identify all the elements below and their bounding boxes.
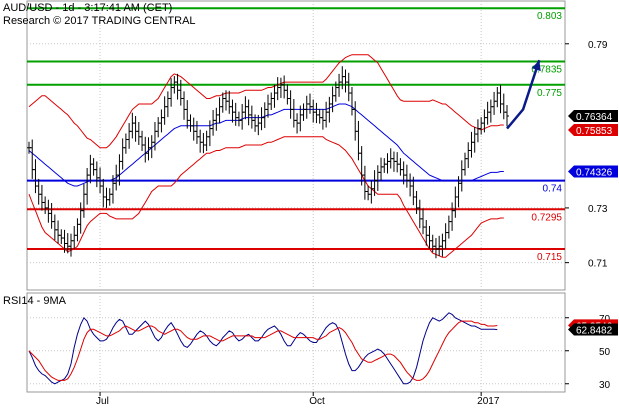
key-level-label: 0.775 <box>537 88 562 99</box>
rsi-tick-label: 50 <box>599 347 611 358</box>
main-panel-frame <box>26 0 566 291</box>
rsi-title: RSI14 - 9MA <box>3 295 66 307</box>
date-axis: Jul Oct 2017 <box>96 392 500 407</box>
main-price-candles <box>27 66 509 259</box>
rsi-tick-label: 30 <box>599 380 611 391</box>
projection-arrowhead <box>531 60 541 72</box>
chart-title: AUD/USD - 1d - 3:17:41 AM (CET) <box>3 2 173 14</box>
projection-arrow <box>506 59 541 130</box>
price-badge <box>568 110 618 122</box>
main-price-overlays: 0.803 0.7835 0.775 0.74 0.7295 0.715 <box>27 7 565 263</box>
bollinger-upper <box>28 54 504 149</box>
price-tick-label: 0.73 <box>588 204 608 215</box>
rsi-grid <box>26 292 566 393</box>
date-tick-label: Oct <box>309 396 325 407</box>
key-level-label: 0.7295 <box>531 212 562 223</box>
rsi-badge <box>568 323 618 336</box>
price-badge-label: 0.76364 <box>576 112 613 123</box>
key-level-label: 0.715 <box>537 252 562 263</box>
rsi-tick-label: 70 <box>599 314 611 325</box>
date-tick-label: Jul <box>96 396 109 407</box>
price-axis: 0.79 0.73 0.71 0.76364 0.75853 0.74326 70 50 30 6… <box>565 40 618 391</box>
key-level-label: 0.803 <box>537 11 562 22</box>
main-price-grid <box>26 0 566 291</box>
price-tick-label: 0.71 <box>588 259 608 270</box>
price-badge <box>568 165 618 178</box>
key-level-label: 0.7835 <box>531 65 562 76</box>
projection-path <box>506 59 541 130</box>
rsi-lines <box>28 312 498 385</box>
chart-copyright: Research © 2017 TRADING CENTRAL <box>3 15 196 27</box>
rsi-line <box>28 312 498 385</box>
price-tick-label: 0.79 <box>588 40 608 51</box>
date-tick-label: 2017 <box>477 396 500 407</box>
price-badge-label: 0.74326 <box>576 168 613 179</box>
rsi-ma-line <box>28 320 498 381</box>
key-level-label: 0.74 <box>543 184 563 195</box>
rsi-panel-frame <box>26 292 566 393</box>
moving-average <box>28 103 504 187</box>
price-badge <box>568 123 618 136</box>
price-badge-label: 0.75853 <box>576 126 613 137</box>
bollinger-lower <box>28 136 504 258</box>
rsi-badge-label: 62.8482 <box>576 326 613 337</box>
